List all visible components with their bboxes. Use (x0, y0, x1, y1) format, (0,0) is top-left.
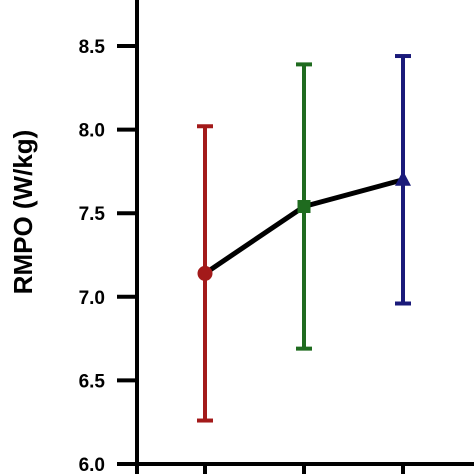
y-ticks: 6.0 6.5 7.0 7.5 8.0 8.5 (79, 37, 137, 474)
y-tick-label: 6.0 (79, 455, 105, 474)
error-bars (197, 54, 411, 423)
x-ticks (203, 464, 405, 474)
y-axis-title: RMPO (W/kg) (8, 130, 38, 295)
data-point-square (297, 200, 311, 214)
y-tick-label: 6.5 (79, 371, 106, 392)
y-tick-label: 7.0 (79, 288, 105, 309)
data-point-circle (197, 265, 213, 281)
y-tick-label: 7.5 (79, 204, 106, 225)
y-tick-label: 8.5 (79, 37, 106, 58)
y-tick-label: 8.0 (79, 121, 105, 142)
data-point-triangle (395, 170, 411, 186)
markers (197, 170, 411, 281)
